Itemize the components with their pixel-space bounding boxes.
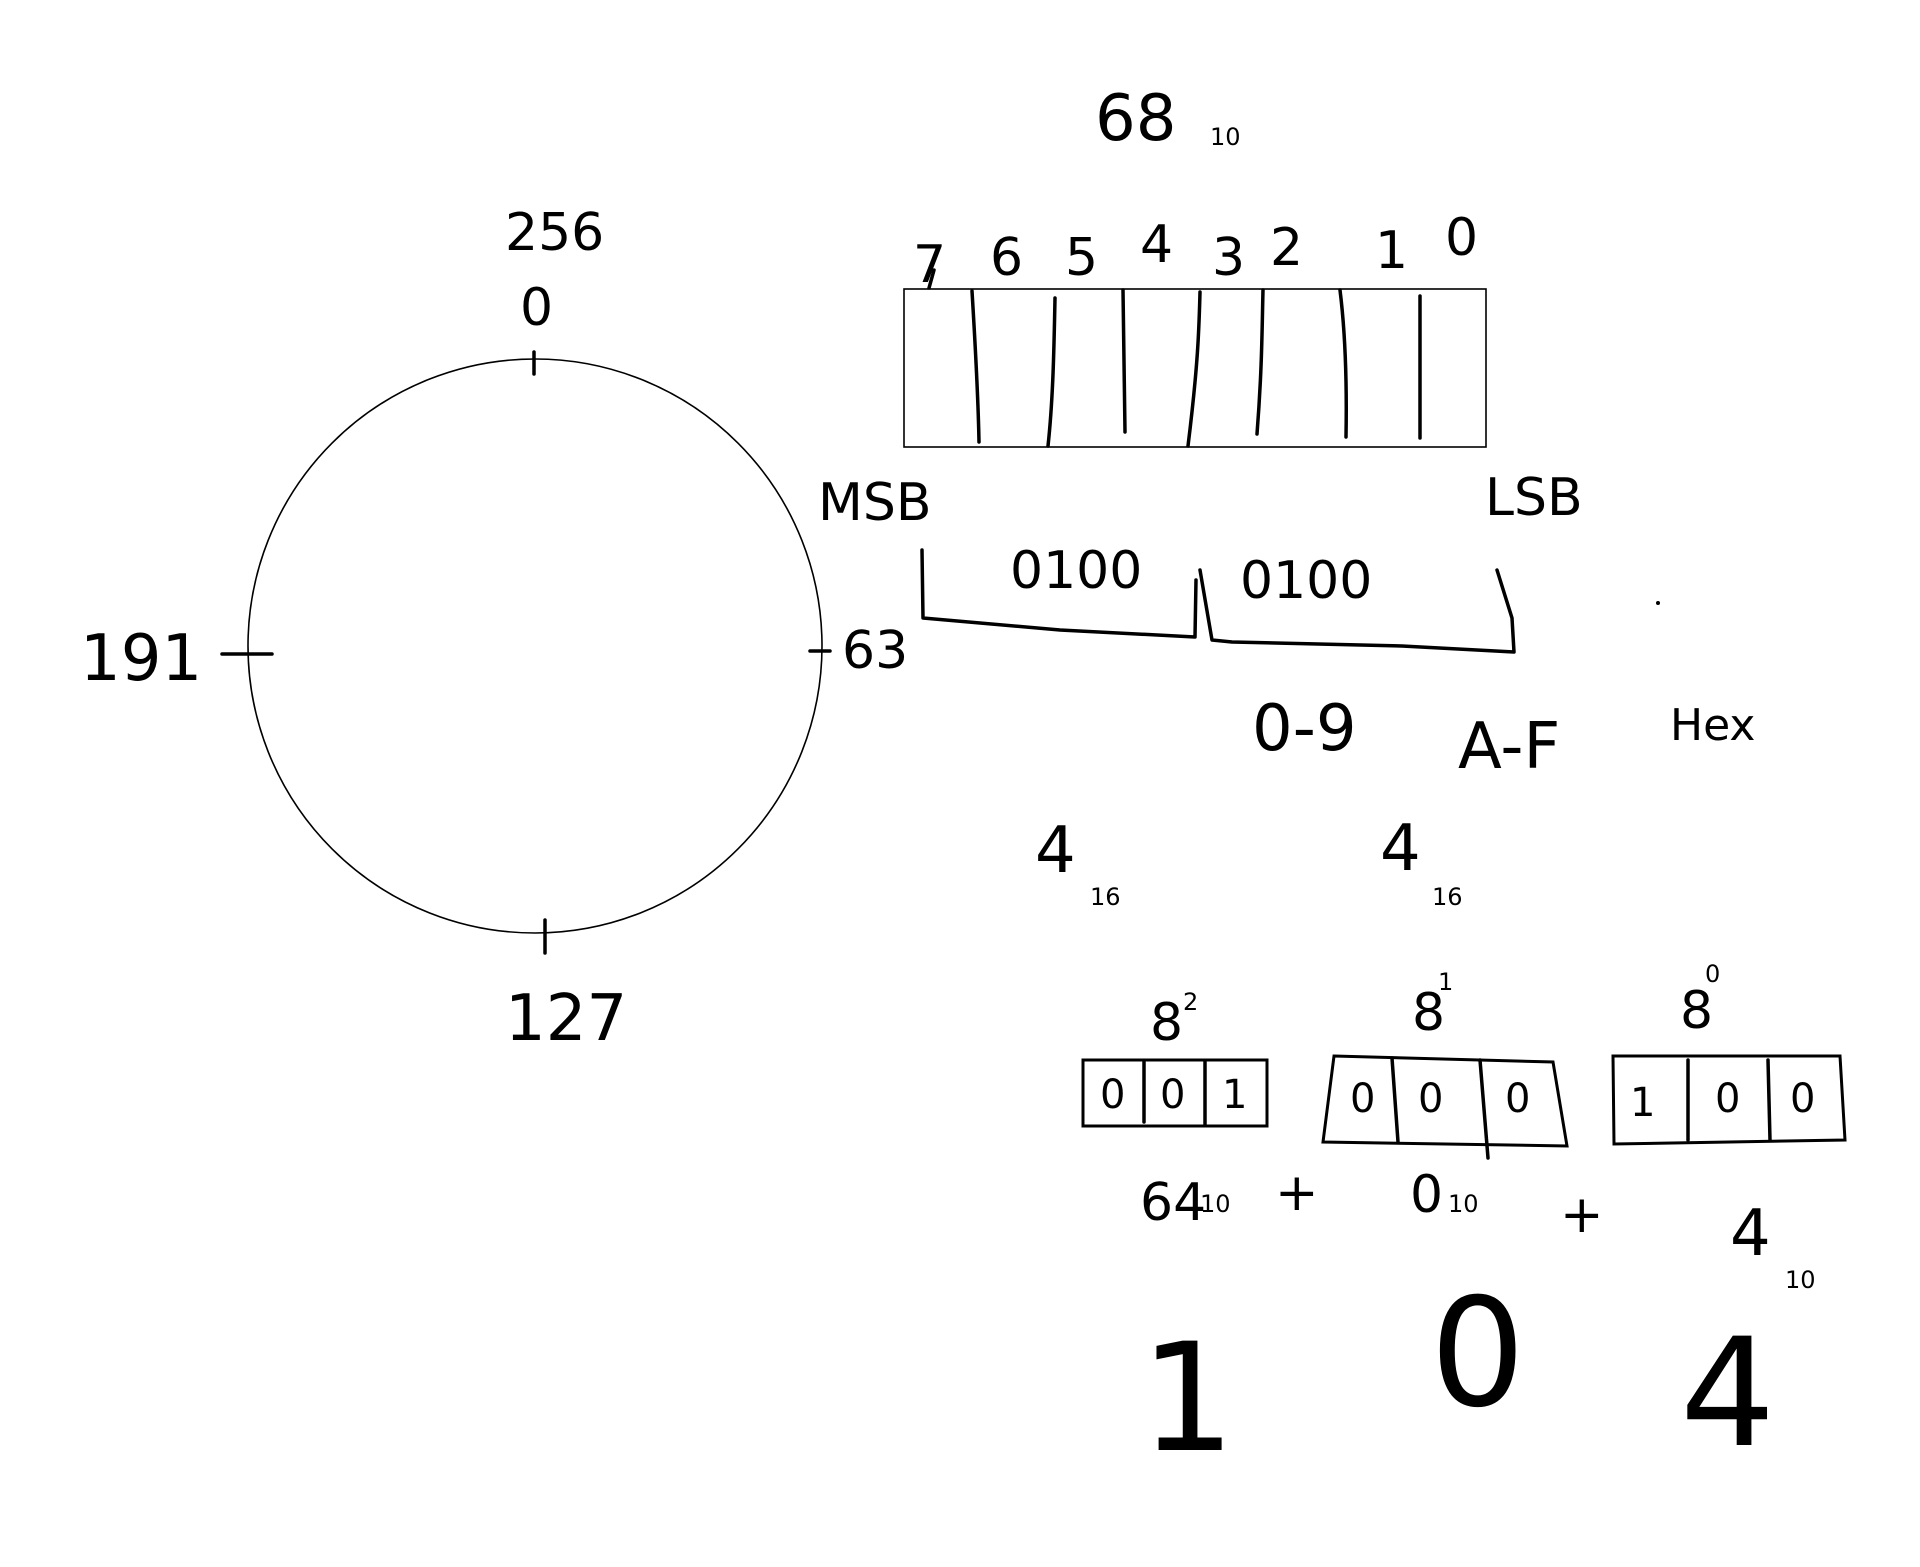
number-wheel: 256 0 63 127 191	[80, 203, 908, 1056]
wheel-label-191: 191	[80, 622, 202, 696]
bit-index-2: 2	[1270, 218, 1303, 278]
wheel-label-256: 256	[505, 203, 604, 263]
decimal-68-value: 68	[1095, 82, 1176, 156]
octal-place-exponent: 1	[1438, 968, 1453, 996]
octal-result-digit: 1	[1140, 1312, 1235, 1486]
octal-place-value-base: 10	[1200, 1190, 1231, 1218]
high-nibble-bits: 0100	[1010, 541, 1142, 601]
octal-place-value: 64	[1140, 1173, 1206, 1233]
octal-place-exponent: 2	[1183, 988, 1198, 1016]
hex-digit-high: 4	[1035, 814, 1076, 888]
octal-bit: 0	[1715, 1076, 1740, 1122]
register-divider	[1046, 296, 1057, 448]
bit-index-4: 4	[1140, 215, 1173, 275]
octal-place-value: 4	[1730, 1197, 1771, 1271]
bit-index-1: 1	[1375, 221, 1408, 281]
plus-sign: +	[1560, 1185, 1604, 1245]
octal-place-value-base: 10	[1448, 1190, 1479, 1218]
hex-digit-low-base: 16	[1432, 883, 1463, 911]
wheel-label-63: 63	[842, 621, 908, 681]
bit-index-6: 6	[990, 228, 1023, 288]
register-divider	[1338, 288, 1348, 439]
hex-digit-low: 4	[1380, 812, 1421, 886]
octal-bit: 0	[1418, 1076, 1443, 1122]
wheel-label-127: 127	[505, 982, 627, 1056]
octal-result: 1 0 4	[1140, 1267, 1775, 1486]
register-index-hook	[927, 268, 936, 290]
register-divider	[1186, 290, 1202, 448]
octal-cell-divider	[1478, 1058, 1490, 1160]
register-divider	[1255, 288, 1265, 436]
octal-bit: 0	[1350, 1076, 1375, 1122]
wheel-label-0: 0	[520, 278, 553, 338]
hex-range: 0-9 A-F Hex	[1252, 692, 1755, 784]
octal-bit: 0	[1100, 1072, 1125, 1118]
decimal-68-base: 10	[1210, 123, 1241, 151]
bit-index-5: 5	[1065, 228, 1098, 288]
octal-cell-divider	[1766, 1058, 1772, 1142]
octal-bit: 0	[1790, 1076, 1815, 1122]
hex-range-digits: 0-9	[1252, 692, 1357, 766]
register-divider	[1121, 288, 1127, 434]
octal-groups: 8 2 0 0 1 64 10 + 8 1 0 0 0 0 10 + 8 0 1…	[1081, 960, 1847, 1294]
octal-result-digit: 4	[1680, 1307, 1775, 1481]
nibble-split: 0100 0100 4 16 4 16	[920, 541, 1516, 911]
octal-digit-box	[1081, 1058, 1269, 1128]
octal-cell-divider	[1390, 1056, 1400, 1144]
octal-bit: 0	[1505, 1076, 1530, 1122]
octal-place-base: 8	[1412, 983, 1445, 1043]
lsb-label: LSB	[1485, 468, 1583, 528]
octal-result-digit: 0	[1430, 1267, 1525, 1441]
bit-index-0: 0	[1445, 208, 1478, 268]
hex-range-letters: A-F	[1458, 710, 1560, 784]
byte-register: 7 6 5 4 3 2 1 0 MSB LSB	[818, 208, 1583, 533]
octal-place-value: 0	[1410, 1165, 1443, 1225]
high-nibble-bracket	[920, 548, 1198, 639]
octal-place-base: 8	[1680, 981, 1713, 1041]
register-box	[903, 288, 1487, 448]
octal-place-exponent: 0	[1705, 960, 1720, 988]
msb-label: MSB	[818, 473, 932, 533]
register-divider	[970, 289, 981, 444]
hex-range-label: Hex	[1670, 700, 1755, 751]
decimal-68-label: 68 10	[1095, 82, 1241, 156]
octal-bit: 0	[1160, 1072, 1185, 1118]
plus-sign: +	[1275, 1163, 1319, 1223]
octal-place-base: 8	[1150, 993, 1183, 1053]
low-nibble-bits: 0100	[1240, 551, 1372, 611]
octal-bit: 1	[1630, 1080, 1655, 1126]
low-nibble-bracket	[1198, 568, 1516, 654]
octal-place-value-base: 10	[1785, 1266, 1816, 1294]
stray-dot	[1656, 601, 1660, 605]
bit-index-3: 3	[1212, 228, 1245, 288]
octal-bit: 1	[1222, 1072, 1247, 1118]
octal-digit-box	[1611, 1054, 1847, 1146]
wheel-circle	[247, 358, 823, 934]
hex-digit-high-base: 16	[1090, 883, 1121, 911]
